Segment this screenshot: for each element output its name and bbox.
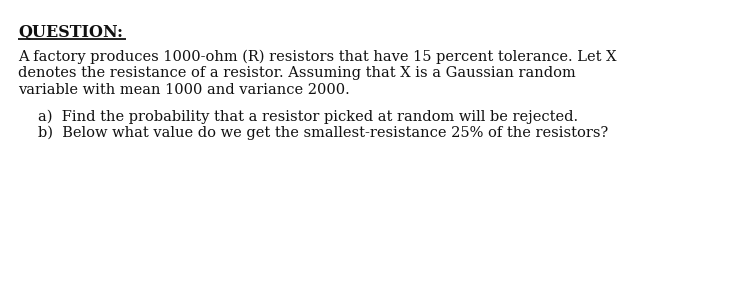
Text: variable with mean 1000 and variance 2000.: variable with mean 1000 and variance 200… xyxy=(18,83,350,97)
Text: A factory produces 1000-ohm (R) resistors that have 15 percent tolerance. Let X: A factory produces 1000-ohm (R) resistor… xyxy=(18,50,616,64)
Text: b)  Below what value do we get the smallest-resistance 25% of the resistors?: b) Below what value do we get the smalle… xyxy=(38,126,608,140)
Text: denotes the resistance of a resistor. Assuming that X is a Gaussian random: denotes the resistance of a resistor. As… xyxy=(18,66,576,80)
Text: QUESTION:: QUESTION: xyxy=(18,24,123,41)
Text: a)  Find the probability that a resistor picked at random will be rejected.: a) Find the probability that a resistor … xyxy=(38,109,578,124)
